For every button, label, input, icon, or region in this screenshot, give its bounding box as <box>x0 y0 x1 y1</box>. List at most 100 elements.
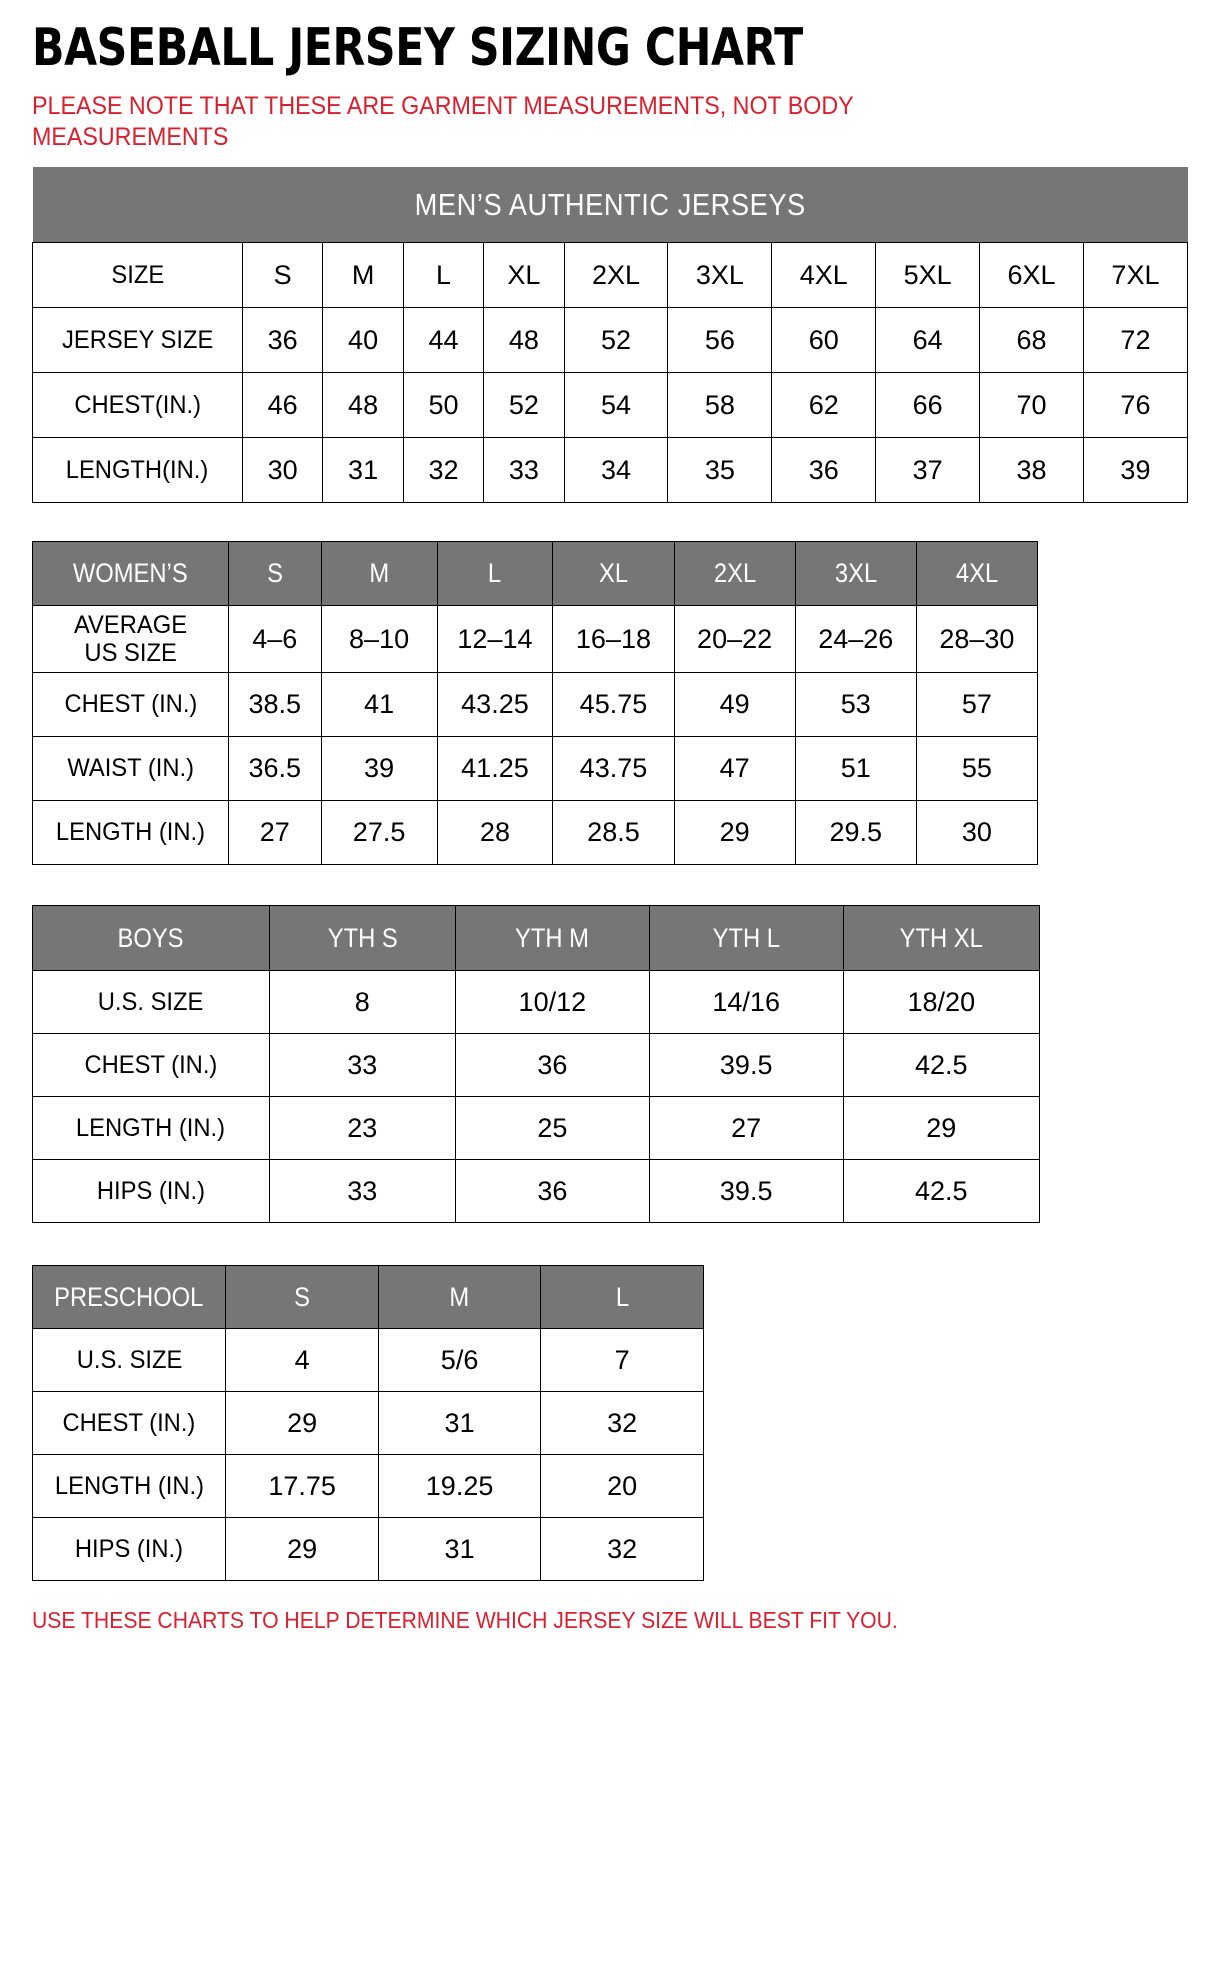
table-cell: 76 <box>1082 372 1189 438</box>
boys-col-header-yth-m: YTH M <box>454 905 650 971</box>
table-cell: 54 <box>563 372 669 438</box>
table-cell: 36 <box>241 307 324 373</box>
table-cell: 28.5 <box>552 800 675 865</box>
table-cell: 12–14 <box>436 605 554 673</box>
table-cell: 5/6 <box>377 1328 542 1392</box>
table-cell: 43.25 <box>436 672 554 737</box>
table-row: CHEST (IN.) 33 36 39.5 42.5 <box>32 1033 1041 1097</box>
table-row: JERSEY SIZE 36 40 44 48 52 56 60 64 68 7… <box>32 307 1189 373</box>
table-cell: 62 <box>771 372 877 438</box>
table-cell: 41 <box>320 672 438 737</box>
mens-col-header-s: S <box>241 242 324 308</box>
table-cell: 30 <box>915 800 1039 865</box>
table-cell: 36 <box>771 437 877 503</box>
mens-col-header-5xl: 5XL <box>875 242 981 308</box>
table-cell: 27 <box>227 800 322 865</box>
table-cell: 28 <box>436 800 554 865</box>
table-cell: 4 <box>225 1328 379 1392</box>
table-cell: 68 <box>979 307 1084 373</box>
table-cell: 14/16 <box>648 970 844 1034</box>
table-cell: 37 <box>875 437 981 503</box>
table-cell: 70 <box>979 372 1084 438</box>
table-cell: 52 <box>483 372 565 438</box>
table-row: LENGTH (IN.) 23 25 27 29 <box>32 1096 1041 1160</box>
table-cell: 24–26 <box>794 605 917 673</box>
mens-col-header-m: M <box>322 242 404 308</box>
table-cell: 46 <box>241 372 324 438</box>
table-cell: 30 <box>241 437 324 503</box>
table-cell: 39 <box>320 736 438 801</box>
garment-measurement-note: PLEASE NOTE THAT THESE ARE GARMENT MEASU… <box>32 92 854 151</box>
table-cell: 36 <box>454 1159 650 1223</box>
mens-banner-row: MEN’S AUTHENTIC JERSEYS <box>32 167 1188 243</box>
table-cell: 33 <box>268 1159 456 1223</box>
mens-col-header-3xl: 3XL <box>667 242 773 308</box>
mens-banner-label: MEN’S AUTHENTIC JERSEYS <box>414 186 806 222</box>
table-cell: 39 <box>1082 437 1189 503</box>
table-cell: 47 <box>673 736 796 801</box>
table-cell: 31 <box>377 1517 542 1581</box>
womens-col-header-s: S <box>227 541 322 606</box>
table-cell: 33 <box>483 437 565 503</box>
table-cell: 29 <box>842 1096 1041 1160</box>
table-cell: 29 <box>225 1517 379 1581</box>
table-row: HIPS (IN.) 29 31 32 <box>31 1517 704 1581</box>
table-cell: 45.75 <box>552 672 675 737</box>
mens-col-header-7xl: 7XL <box>1082 242 1189 308</box>
table-cell: 38.5 <box>227 672 322 737</box>
page-title: BASEBALL JERSEY SIZING CHART <box>32 18 803 78</box>
preschool-row-label-chest: CHEST (IN.) <box>31 1391 227 1455</box>
table-row: U.S. SIZE 4 5/6 7 <box>31 1328 704 1392</box>
table-row: LENGTH (IN.) 17.75 19.25 20 <box>31 1454 704 1518</box>
table-cell: 42.5 <box>842 1033 1041 1097</box>
boys-row-label-chest: CHEST (IN.) <box>32 1033 270 1097</box>
boys-col-header-yth-s: YTH S <box>268 905 456 971</box>
table-cell: 35 <box>667 437 773 503</box>
mens-row-label-chest: CHEST(IN.) <box>32 372 243 438</box>
table-cell: 28–30 <box>915 605 1039 673</box>
table-cell: 72 <box>1082 307 1189 373</box>
table-cell: 64 <box>875 307 981 373</box>
boys-row-label-us-size: U.S. SIZE <box>32 970 270 1034</box>
table-cell: 25 <box>454 1096 650 1160</box>
mens-row-label-length: LENGTH(IN.) <box>32 437 243 503</box>
mens-col-header-size: SIZE <box>32 242 243 308</box>
womens-col-header-womens: WOMEN’S <box>32 541 229 606</box>
table-cell: 48 <box>483 307 565 373</box>
table-cell: 31 <box>377 1391 542 1455</box>
table-cell: 36.5 <box>227 736 322 801</box>
preschool-sizing-table: PRESCHOOL S M L U.S. SIZE 4 5/6 7 CHEST … <box>31 1265 704 1581</box>
mens-header-row: SIZE S M L XL 2XL 3XL 4XL 5XL 6XL 7XL <box>32 242 1189 308</box>
table-cell: 4–6 <box>227 605 322 673</box>
table-cell: 20–22 <box>673 605 796 673</box>
table-cell: 10/12 <box>454 970 650 1034</box>
table-cell: 34 <box>563 437 669 503</box>
womens-row-label-waist: WAIST (IN.) <box>32 736 229 801</box>
womens-col-header-l: L <box>436 541 554 606</box>
boys-col-header-yth-l: YTH L <box>648 905 844 971</box>
table-cell: 29 <box>225 1391 379 1455</box>
womens-col-header-xl: XL <box>552 541 675 606</box>
table-cell: 52 <box>563 307 669 373</box>
boys-sizing-table: BOYS YTH S YTH M YTH L YTH XL U.S. SIZE … <box>32 905 1041 1223</box>
table-cell: 7 <box>540 1328 704 1392</box>
preschool-row-label-hips: HIPS (IN.) <box>31 1517 227 1581</box>
table-cell: 23 <box>268 1096 456 1160</box>
table-row: U.S. SIZE 8 10/12 14/16 18/20 <box>32 970 1041 1034</box>
table-cell: 57 <box>915 672 1039 737</box>
womens-col-header-4xl: 4XL <box>915 541 1039 606</box>
table-row: LENGTH(IN.) 30 31 32 33 34 35 36 37 38 3… <box>32 437 1189 503</box>
boys-row-label-hips: HIPS (IN.) <box>32 1159 270 1223</box>
table-row: CHEST (IN.) 29 31 32 <box>31 1391 704 1455</box>
preschool-header-row: PRESCHOOL S M L <box>31 1265 704 1329</box>
table-cell: 48 <box>322 372 404 438</box>
table-cell: 39.5 <box>648 1159 844 1223</box>
womens-sizing-table: WOMEN’S S M L XL 2XL 3XL 4XL AVERAGE US … <box>32 541 1039 865</box>
mens-banner-cell: MEN’S AUTHENTIC JERSEYS <box>32 167 1188 243</box>
table-row: CHEST (IN.) 38.5 41 43.25 45.75 49 53 57 <box>32 672 1039 737</box>
womens-col-header-m: M <box>320 541 438 606</box>
table-cell: 39.5 <box>648 1033 844 1097</box>
table-cell: 51 <box>794 736 917 801</box>
womens-row-label-chest: CHEST (IN.) <box>32 672 229 737</box>
boys-row-label-length: LENGTH (IN.) <box>32 1096 270 1160</box>
